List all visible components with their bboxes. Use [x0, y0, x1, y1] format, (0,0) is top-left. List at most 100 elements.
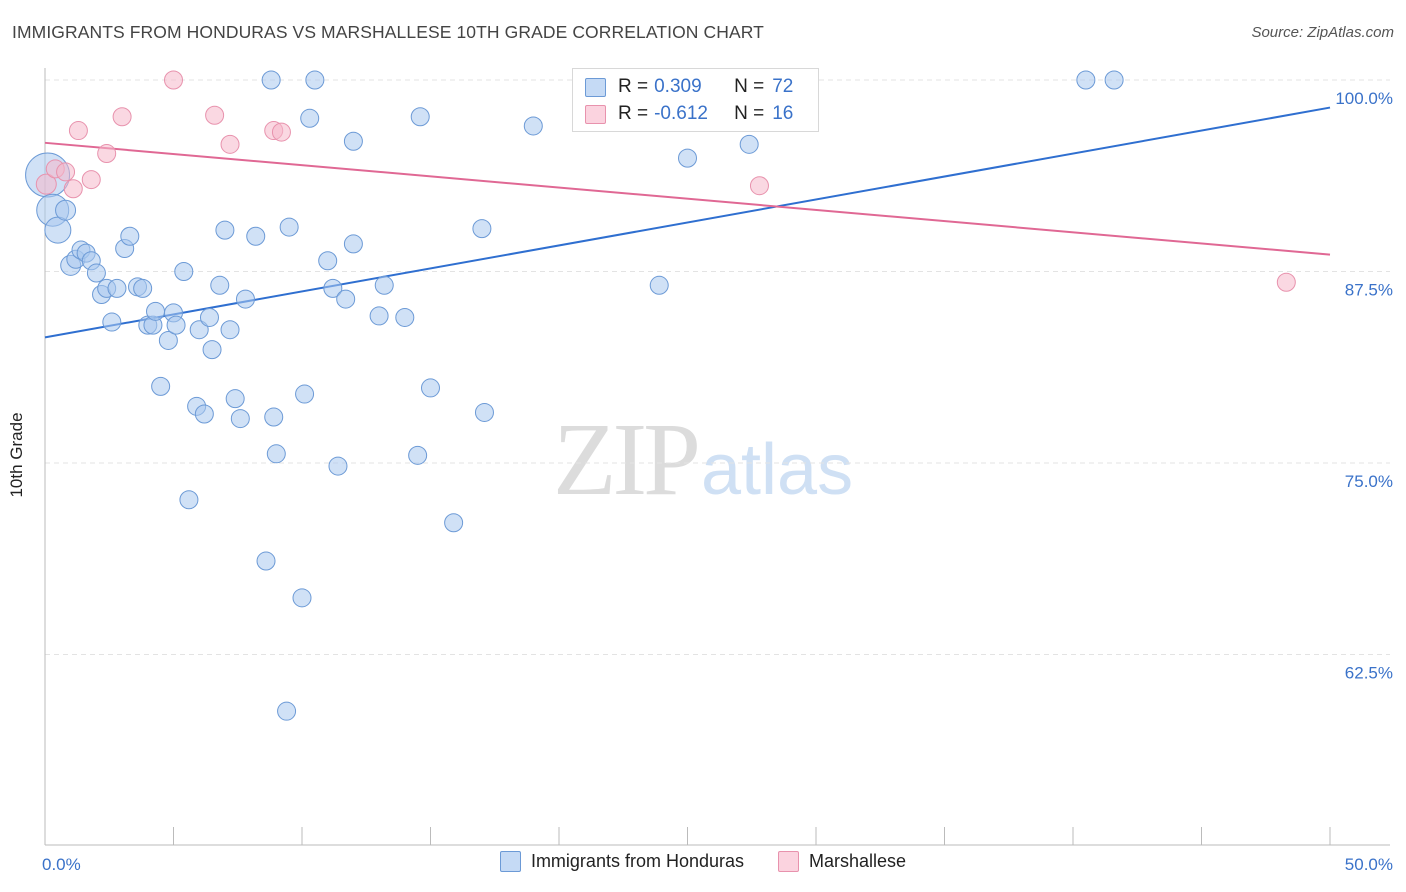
source-credit: Source: ZipAtlas.com: [1251, 24, 1394, 41]
watermark: ZIPatlas: [553, 400, 853, 519]
r-value: 0.309: [654, 76, 702, 97]
honduras-point: [408, 445, 428, 465]
marshallese-point: [81, 170, 101, 190]
honduras-point: [277, 701, 297, 721]
r-value: -0.612: [654, 103, 708, 124]
honduras-point: [230, 409, 250, 429]
watermark-zip: ZIP: [553, 402, 701, 517]
honduras-point: [649, 275, 669, 295]
honduras-point: [343, 131, 363, 151]
honduras-point: [305, 70, 325, 90]
n-label: N =: [734, 76, 765, 97]
honduras-point: [1076, 70, 1096, 90]
marshallese-point: [220, 134, 240, 154]
honduras-point: [369, 306, 389, 326]
marshallese-point: [1276, 272, 1296, 292]
honduras-point: [166, 315, 186, 335]
legend-label: Immigrants from Honduras: [530, 851, 745, 871]
honduras-point: [472, 219, 492, 239]
y-tick-label: 62.5%: [1345, 664, 1393, 683]
watermark-atlas: atlas: [701, 430, 854, 510]
honduras-point: [146, 301, 166, 321]
honduras-point: [158, 330, 178, 350]
honduras-point: [225, 389, 245, 409]
tick-labels: 62.5% 75.0% 87.5% 100.0% 0.0% 50.0%: [42, 89, 1393, 874]
honduras-trend-line: [44, 106, 1331, 339]
honduras-point: [210, 275, 230, 295]
chart-title: IMMIGRANTS FROM HONDURAS VS MARSHALLESE …: [12, 22, 764, 42]
honduras-point: [235, 289, 255, 309]
y-tick-label: 100.0%: [1335, 89, 1393, 108]
honduras-point: [266, 444, 286, 464]
honduras-point: [739, 134, 759, 154]
honduras-point: [215, 220, 235, 240]
honduras-point: [318, 251, 338, 271]
honduras-point: [395, 307, 415, 327]
honduras-point: [328, 456, 348, 476]
honduras-point: [474, 402, 494, 422]
honduras-point: [194, 404, 214, 424]
trend-lines: [44, 106, 1331, 339]
honduras-point: [220, 320, 240, 340]
stats-row-marshallese: R = -0.612 N = 16: [585, 102, 793, 126]
legend-label: Marshallese: [809, 851, 907, 871]
n-value: 16: [772, 103, 794, 124]
marshallese-point: [97, 144, 117, 164]
honduras-point: [523, 116, 543, 136]
honduras-point: [292, 588, 312, 608]
marshallese-point: [68, 121, 88, 141]
honduras-point: [107, 278, 127, 298]
marshallese-point: [164, 70, 183, 90]
marshallese-legend-swatch-icon: [778, 851, 800, 872]
y-axis-label: 10th Grade: [7, 412, 26, 498]
n-value: 72: [772, 76, 794, 97]
honduras-point: [295, 384, 315, 404]
honduras-point: [86, 263, 106, 283]
axes: [44, 68, 1390, 846]
honduras-point: [279, 217, 299, 237]
marshallese-point: [63, 179, 83, 199]
marshallese-trend-line: [44, 141, 1331, 256]
honduras-point: [343, 234, 363, 254]
stats-box: R = 0.309 N = 72 R = -0.612 N = 16: [572, 68, 819, 132]
y-tick-label: 75.0%: [1345, 472, 1393, 491]
r-label: R =: [618, 103, 649, 124]
marshallese-point: [205, 105, 225, 125]
honduras-point: [189, 320, 209, 340]
honduras-point: [261, 70, 281, 90]
honduras-point: [151, 376, 171, 396]
x-tick-label: 50.0%: [1345, 855, 1393, 874]
marshallese-point: [749, 176, 769, 196]
legend-item-marshallese[interactable]: Marshallese: [778, 851, 906, 872]
marshallese-point: [56, 162, 76, 182]
honduras-point: [246, 226, 266, 246]
honduras-point: [174, 262, 194, 281]
honduras-point: [336, 289, 356, 309]
honduras-point: [202, 340, 222, 360]
marshallese-swatch-icon: [585, 104, 606, 124]
honduras-point: [264, 407, 284, 427]
honduras-point: [374, 275, 394, 295]
legend-item-honduras[interactable]: Immigrants from Honduras: [499, 851, 745, 872]
honduras-legend-swatch-icon: [499, 851, 521, 872]
honduras-point: [179, 490, 199, 510]
honduras-point: [102, 312, 122, 332]
marshallese-point: [35, 173, 57, 195]
y-tick-label: 87.5%: [1345, 281, 1393, 300]
honduras-point: [323, 278, 343, 298]
honduras-point: [120, 226, 140, 246]
x-tick-label: 0.0%: [42, 855, 81, 874]
honduras-point: [300, 108, 320, 128]
honduras-point: [678, 148, 697, 168]
honduras-point: [55, 199, 77, 221]
n-label: N =: [734, 103, 765, 124]
legend: Immigrants from Honduras Marshallese: [0, 851, 1406, 872]
honduras-swatch-icon: [585, 77, 606, 97]
honduras-point: [133, 278, 153, 298]
marshallese-point: [112, 107, 132, 127]
honduras-point: [44, 216, 72, 244]
honduras-point: [444, 513, 464, 533]
honduras-point: [1104, 70, 1124, 90]
gridlines: [45, 79, 1390, 655]
